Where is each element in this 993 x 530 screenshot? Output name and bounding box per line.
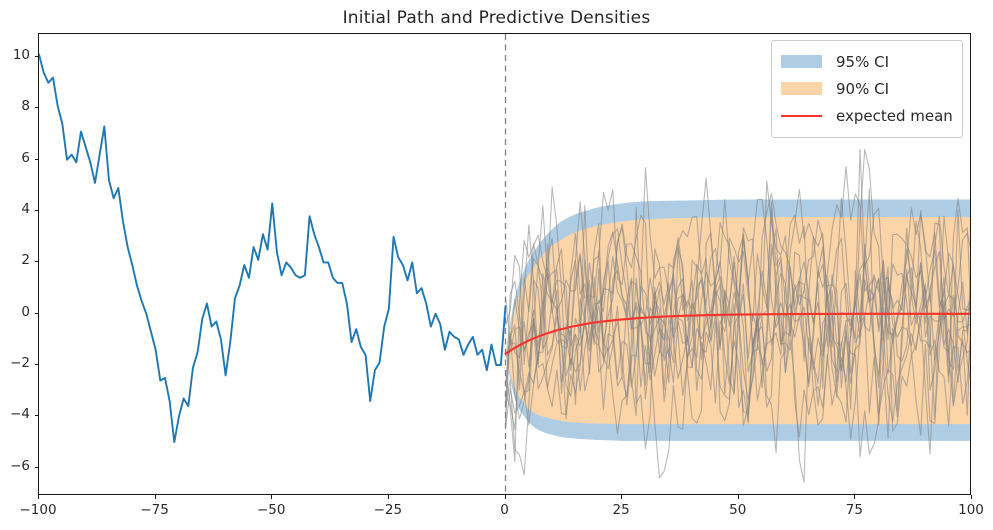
y-tick-mark — [34, 158, 38, 160]
y-tick-mark — [34, 210, 38, 212]
x-tick-mark — [854, 495, 856, 499]
x-tick-mark — [504, 495, 506, 499]
x-tick-label: −25 — [373, 502, 403, 518]
x-tick-label: 75 — [845, 502, 863, 518]
legend-item-expected-mean: expected mean — [781, 102, 953, 129]
chart-legend: 95% CI 90% CI expected mean — [771, 40, 963, 138]
y-tick-label: 2 — [21, 252, 30, 269]
x-tick-label: −50 — [257, 502, 286, 518]
y-tick-label: 8 — [21, 98, 30, 115]
x-tick-label: 25 — [612, 502, 630, 518]
x-tick-mark — [737, 495, 739, 499]
legend-label-95-ci: 95% CI — [836, 52, 890, 71]
x-tick-mark — [154, 495, 156, 499]
legend-swatch-90-ci — [781, 82, 822, 95]
y-tick-label: −6 — [10, 457, 30, 474]
y-tick-mark — [34, 312, 38, 314]
y-tick-mark — [34, 107, 38, 109]
y-tick-label: 4 — [21, 201, 30, 218]
y-tick-mark — [34, 364, 38, 366]
legend-label-90-ci: 90% CI — [836, 79, 890, 98]
y-tick-label: 10 — [12, 47, 30, 64]
x-tick-label: −100 — [19, 502, 57, 518]
x-tick-label: −75 — [140, 502, 169, 518]
x-tick-label: 100 — [958, 502, 984, 518]
x-tick-mark — [971, 495, 972, 499]
legend-item-95-ci: 95% CI — [781, 48, 953, 75]
y-tick-label: 0 — [21, 303, 30, 320]
x-tick-mark — [271, 495, 273, 499]
legend-line-expected-mean — [781, 109, 822, 122]
historical-path-line — [39, 53, 507, 444]
y-tick-label: −4 — [10, 406, 30, 423]
y-tick-mark — [34, 415, 38, 417]
chart-canvas — [39, 34, 970, 494]
x-tick-mark — [621, 495, 623, 499]
legend-label-expected-mean: expected mean — [836, 106, 953, 125]
y-tick-label: −2 — [10, 355, 30, 372]
y-tick-label: 6 — [21, 149, 30, 166]
x-tick-mark — [38, 495, 39, 499]
x-tick-label: 50 — [729, 502, 747, 518]
chart-title: Initial Path and Predictive Densities — [342, 8, 651, 28]
y-tick-mark — [34, 466, 38, 468]
x-tick-label: 0 — [500, 502, 509, 518]
y-tick-mark — [34, 261, 38, 263]
legend-swatch-95-ci — [781, 55, 822, 68]
legend-item-90-ci: 90% CI — [781, 75, 953, 102]
y-tick-mark — [34, 56, 38, 58]
x-tick-mark — [387, 495, 389, 499]
expected-mean-line — [504, 312, 970, 355]
